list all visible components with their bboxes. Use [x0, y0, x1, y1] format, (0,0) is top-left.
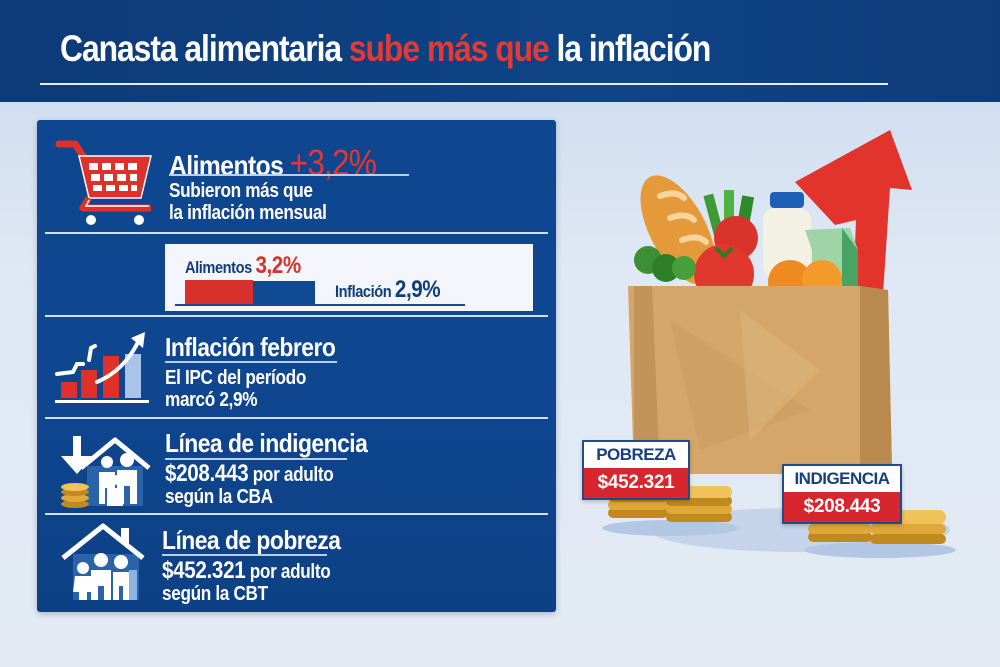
up-arrow-icon [795, 130, 912, 370]
page-title: Canasta alimentaria sube más que la infl… [60, 28, 712, 70]
indigencia-tag-label: INDIGENCIA [794, 469, 890, 488]
indigencia-underline [165, 458, 347, 460]
inflacion-febrero-underline [165, 361, 337, 363]
pobreza-amount: $452.321 [162, 557, 246, 584]
coin-stack-icon [804, 510, 956, 558]
pobreza-tag-value: $452.321 [584, 468, 688, 498]
section-divider [45, 232, 548, 234]
indigencia-tag: INDIGENCIA $208.443 [782, 464, 902, 524]
indigencia-tag-value: $208.443 [784, 492, 900, 522]
indigencia-amount: $208.443 [165, 460, 249, 487]
comparison-value-b: 2,9% [394, 276, 441, 303]
inflacion-bar [253, 281, 315, 305]
indigencia-amount-suffix: por adulto [248, 464, 334, 486]
section-divider [45, 513, 548, 515]
title-accent: sube más que [348, 28, 550, 69]
comparison-chart: Alimentos 3,2% Inflación 2,9% [165, 244, 533, 311]
house-family-icon [61, 523, 145, 600]
info-panel: Alimentos +3,2% Subieron más que la infl… [37, 120, 556, 612]
header-banner: Canasta alimentaria sube más que la infl… [0, 0, 1000, 102]
ipc-line-2: marcó 2,9% [165, 389, 258, 411]
inflacion-febrero-description: El IPC del período marcó 2,9% [165, 367, 306, 411]
shopping-cart-icon [55, 140, 152, 225]
comparison-value-a: 3,2% [255, 252, 301, 279]
indigencia-basis: según la CBA [165, 486, 273, 508]
pobreza-underline [162, 554, 327, 556]
inflacion-febrero-title: Inflación febrero [165, 332, 336, 362]
comparison-label-b: Inflación [335, 282, 392, 301]
ipc-line-1: El IPC del período [165, 367, 306, 389]
section-divider [45, 315, 548, 317]
alimentos-desc-line-2: la inflación mensual [169, 202, 327, 224]
alimentos-description: Subieron más que la inflación mensual [169, 180, 327, 224]
comparison-baseline [175, 304, 465, 306]
grocery-illustration: POBREZA $452.321 INDIGENCIA $208.443 [560, 110, 1000, 667]
rising-bar-chart-icon [55, 332, 149, 403]
comparison-alimentos-label: Alimentos 3,2% [185, 252, 301, 280]
title-underline [40, 83, 888, 85]
comparison-inflacion-label: Inflación 2,9% [335, 276, 441, 304]
indigencia-description: $208.443 por adulto según la CBA [165, 460, 334, 509]
section-divider [45, 417, 548, 419]
pobreza-amount-suffix: por adulto [245, 561, 331, 583]
title-part-2: la inflación [548, 28, 712, 69]
pobreza-tag: POBREZA $452.321 [582, 440, 690, 500]
title-part-1: Canasta alimentaria [60, 28, 349, 69]
pobreza-description: $452.321 por adulto según la CBT [162, 557, 331, 606]
alimentos-title: Alimentos +3,2% [169, 142, 377, 184]
house-family-coins-icon [61, 436, 151, 508]
pobreza-title: Línea de pobreza [162, 525, 341, 555]
indigencia-title: Línea de indigencia [165, 428, 368, 458]
alimentos-underline [169, 174, 409, 176]
alimentos-bar [185, 280, 253, 305]
grocery-bag-icon [628, 130, 950, 552]
pobreza-basis: según la CBT [162, 583, 268, 605]
alimentos-increase: +3,2% [289, 142, 377, 183]
pobreza-tag-label: POBREZA [596, 445, 676, 464]
comparison-label-a: Alimentos [185, 258, 252, 277]
alimentos-label: Alimentos [169, 150, 284, 181]
alimentos-desc-line-1: Subieron más que [169, 180, 313, 202]
